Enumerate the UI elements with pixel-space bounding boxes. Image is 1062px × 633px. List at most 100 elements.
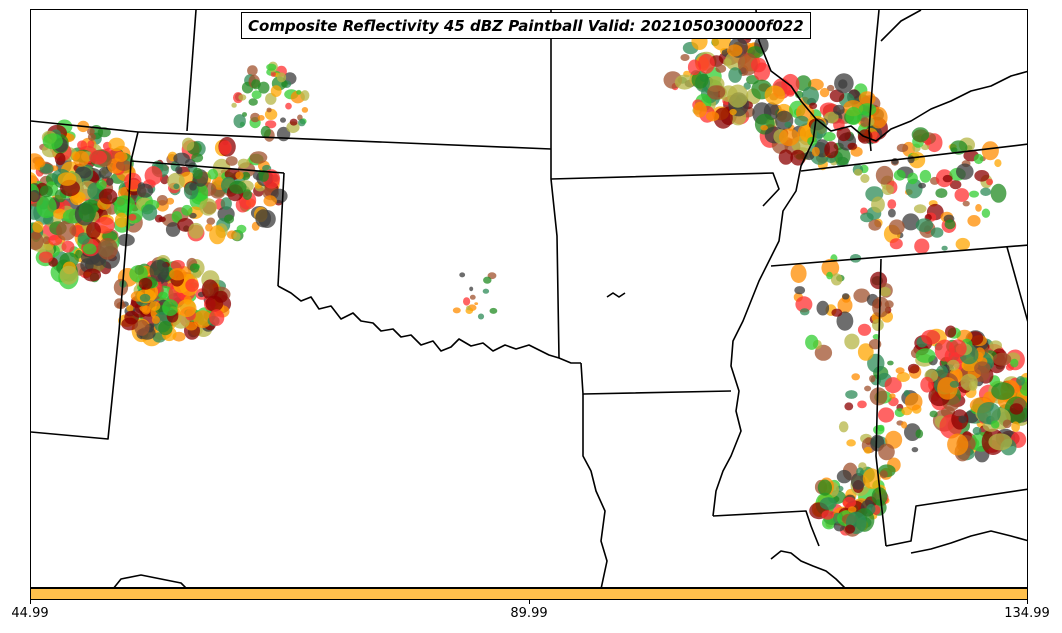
reflectivity-blob <box>242 189 252 201</box>
reflectivity-blob <box>86 222 101 239</box>
reflectivity-blob <box>848 506 857 513</box>
reflectivity-blob <box>687 59 701 76</box>
reflectivity-blob <box>266 107 272 113</box>
colorbar-tick-label-left: 44.99 <box>11 606 49 621</box>
reflectivity-blob <box>144 166 163 186</box>
reflectivity-blob <box>251 90 262 99</box>
reflectivity-blob <box>907 363 920 374</box>
reflectivity-blob <box>98 188 118 205</box>
reflectivity-blob <box>790 149 806 166</box>
reflectivity-blob <box>805 334 819 350</box>
reflectivity-blob <box>207 168 219 180</box>
reflectivity-blob <box>751 57 767 73</box>
reflectivity-blob <box>56 220 77 241</box>
reflectivity-blob <box>845 524 855 534</box>
reflectivity-blob <box>915 218 934 233</box>
reflectivity-blob <box>257 115 265 121</box>
reflectivity-blob <box>726 44 743 57</box>
reflectivity-blob <box>860 117 870 127</box>
reflectivity-blob <box>115 159 132 171</box>
reflectivity-blob <box>977 402 1001 425</box>
reflectivity-blob <box>947 433 969 456</box>
reflectivity-blob <box>875 165 894 185</box>
reflectivity-blob <box>300 90 310 101</box>
reflectivity-blob <box>36 195 57 219</box>
reflectivity-blob <box>949 180 962 190</box>
gulf-coast-fl <box>910 530 1027 554</box>
reflectivity-blob <box>166 197 175 205</box>
reflectivity-blob <box>729 108 737 116</box>
reflectivity-blob <box>114 298 125 309</box>
reflectivity-blob <box>73 150 90 167</box>
reflectivity-blob <box>483 276 492 284</box>
reflectivity-blob <box>231 102 237 108</box>
reflectivity-blob <box>674 74 695 90</box>
reflectivity-blob <box>266 63 277 71</box>
reflectivity-blob <box>918 182 926 189</box>
reflectivity-blob <box>715 64 727 73</box>
reflectivity-blob <box>869 387 888 406</box>
reflectivity-blob <box>887 360 894 366</box>
reflectivity-blob <box>914 238 930 254</box>
reflectivity-blob <box>1002 419 1012 429</box>
reflectivity-blob <box>980 187 992 196</box>
reflectivity-blob <box>707 85 726 100</box>
reflectivity-blob <box>114 151 128 162</box>
reflectivity-blob <box>158 216 166 223</box>
reflectivity-blob <box>1009 403 1024 415</box>
reflectivity-blob <box>214 290 228 303</box>
reflectivity-blob <box>257 81 270 94</box>
reflectivity-blob <box>134 319 150 336</box>
reflectivity-blob <box>108 137 125 152</box>
reflectivity-blob <box>173 152 190 165</box>
reflectivity-blob <box>904 392 923 411</box>
reflectivity-blob <box>823 131 836 142</box>
border-nm-tx-east <box>31 131 139 440</box>
reflectivity-blob <box>856 467 864 477</box>
reflectivity-blob <box>974 361 991 376</box>
border-al-ga <box>1006 246 1027 322</box>
reflectivity-blob <box>936 365 948 378</box>
reflectivity-blob <box>236 224 247 234</box>
reflectivity-blob <box>477 313 485 320</box>
reflectivity-blob <box>889 238 903 250</box>
reflectivity-blob <box>48 234 63 246</box>
border-ks-ok <box>137 131 552 150</box>
reflectivity-blob <box>778 128 800 147</box>
reflectivity-blob <box>824 111 839 124</box>
border-ar-la <box>580 362 732 395</box>
reflectivity-blob <box>833 104 845 115</box>
reflectivity-blob <box>872 334 880 340</box>
reflectivity-blob <box>871 487 888 506</box>
reflectivity-blob <box>794 115 809 127</box>
reflectivity-blob <box>868 219 882 231</box>
reflectivity-blob <box>829 89 845 103</box>
reflectivity-blob <box>193 310 212 329</box>
reflectivity-blob <box>877 424 885 432</box>
reflectivity-blob <box>981 208 991 218</box>
reflectivity-blob <box>941 245 948 251</box>
red-river <box>277 285 581 364</box>
reflectivity-blob <box>706 111 720 122</box>
reflectivity-blob <box>817 479 833 496</box>
reflectivity-blob <box>247 65 258 76</box>
reflectivity-blob <box>850 253 862 263</box>
reflectivity-blob <box>280 117 286 123</box>
reflectivity-blob <box>39 185 53 198</box>
mississippi-river <box>712 10 817 517</box>
reflectivity-blob <box>209 225 226 245</box>
reflectivity-blob <box>289 118 298 126</box>
reflectivity-blob <box>31 190 41 203</box>
reflectivity-blob <box>57 172 77 186</box>
reflectivity-blob <box>975 204 982 212</box>
reflectivity-blob <box>263 195 277 207</box>
map-panel <box>30 9 1028 588</box>
reflectivity-blob <box>1011 421 1020 433</box>
reflectivity-blob <box>201 279 219 300</box>
reflectivity-blob <box>61 240 75 253</box>
reflectivity-blob <box>947 359 960 371</box>
reflectivity-blob <box>988 433 1013 451</box>
reflectivity-blob <box>713 107 733 129</box>
reflectivity-blob <box>139 293 151 302</box>
reflectivity-blob <box>854 168 863 176</box>
